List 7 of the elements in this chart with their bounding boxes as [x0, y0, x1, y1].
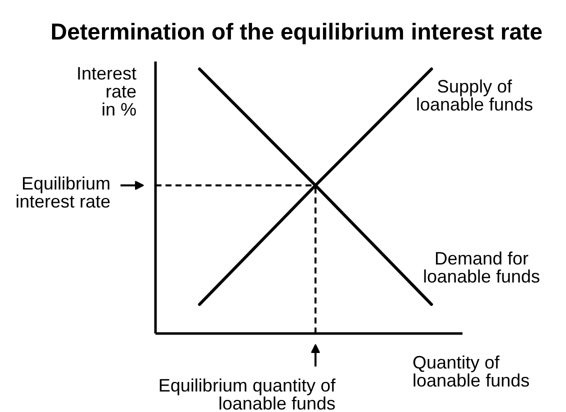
- text: Equilibrium quantity of loanable funds: [158, 376, 336, 412]
- ref-line-label: Equilibrium interest rate: [15, 173, 111, 212]
- x-axis-title: Quantity of loanable funds: [412, 352, 530, 390]
- chart-title: Determination of the equilibrium interest rate: [50, 18, 543, 44]
- y-axis-title: Interest rate in %: [76, 64, 137, 120]
- series-label: Demand for loanable funds: [422, 248, 540, 286]
- series-label: Supply of loanable funds: [416, 76, 534, 114]
